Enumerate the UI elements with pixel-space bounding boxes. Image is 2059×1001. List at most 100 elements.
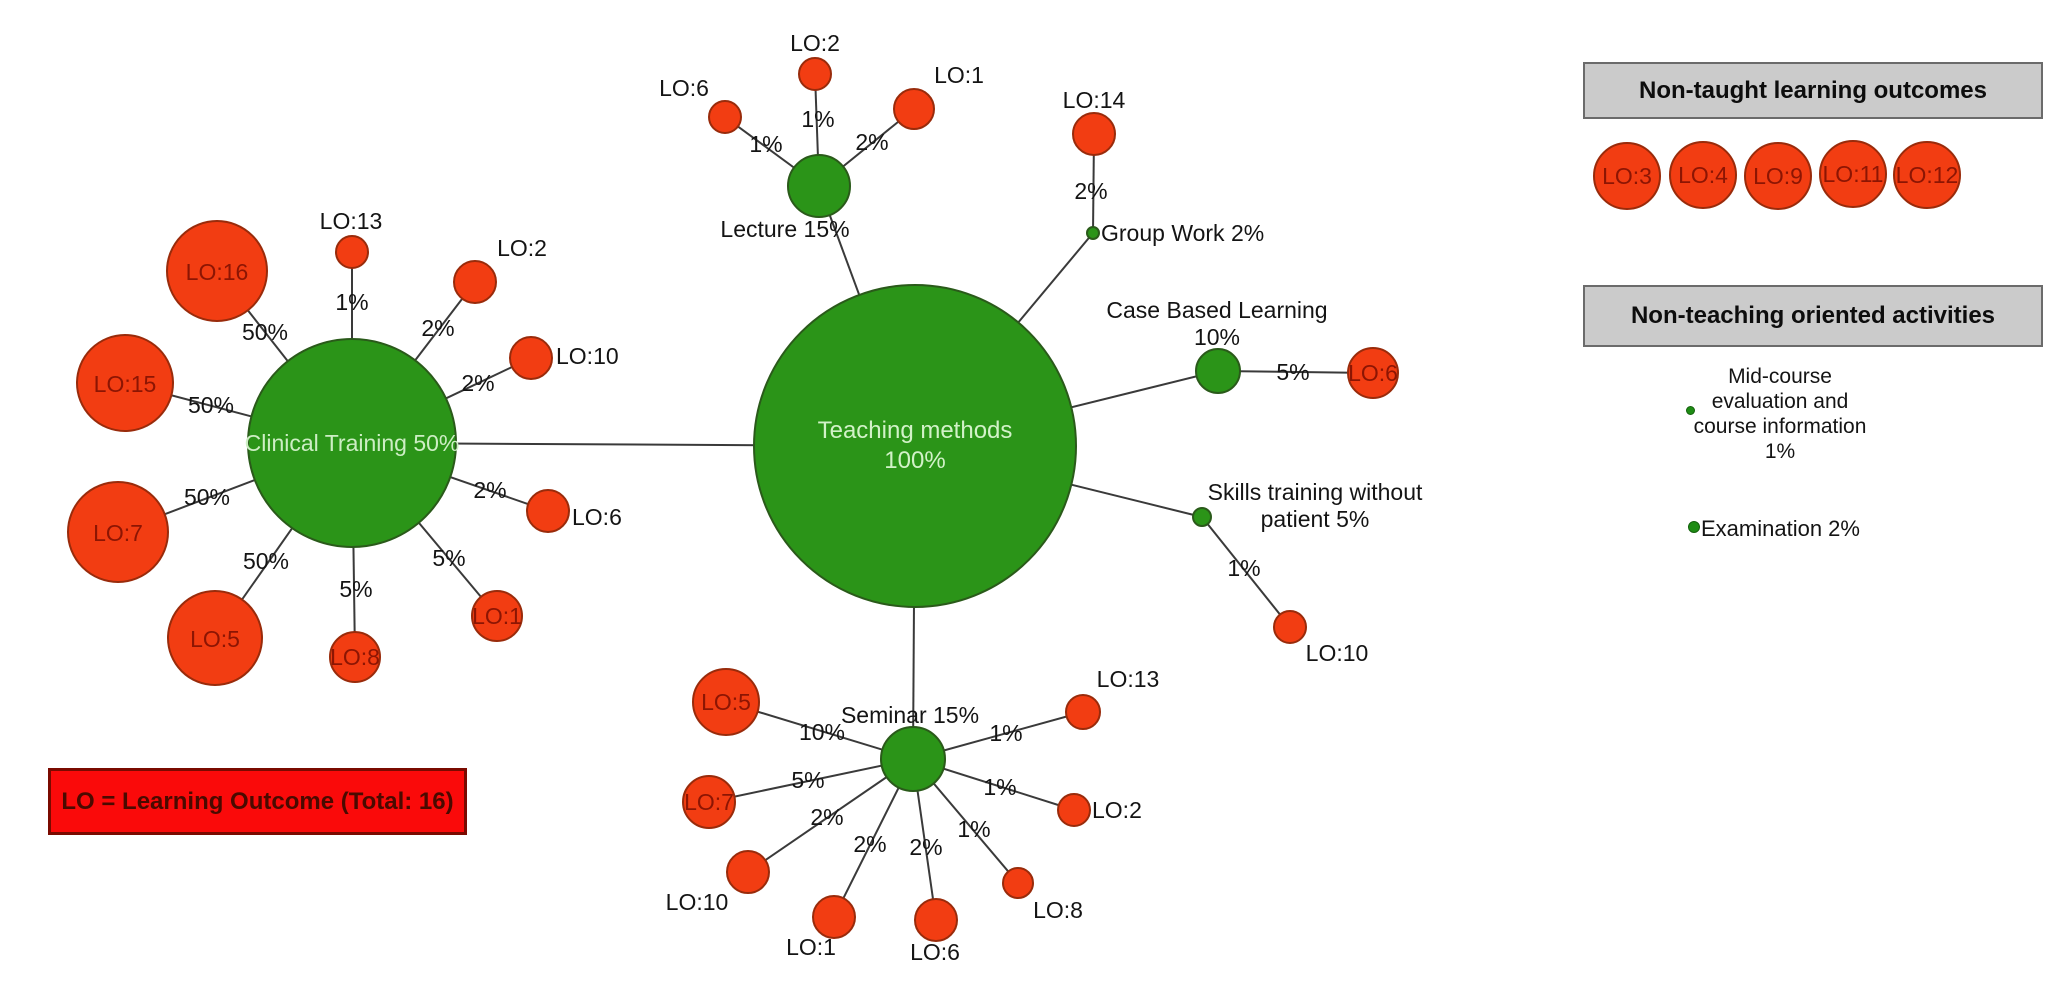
label-sem-lo7: LO:7 bbox=[684, 789, 734, 815]
edge-seminar-sem-lo10 bbox=[747, 758, 914, 873]
node-nt-lo11-outcome-circle bbox=[1819, 140, 1887, 208]
label-cl-lo1: LO:1 bbox=[472, 603, 522, 629]
examination-green-dot-icon bbox=[1688, 521, 1700, 533]
label-skills-line2: patient 5% bbox=[1261, 506, 1370, 532]
label-sk-lo10: LO:10 bbox=[1306, 640, 1369, 666]
node-sem-lo6-outcome-circle bbox=[914, 898, 958, 942]
node-skills-method-circle bbox=[1192, 507, 1212, 527]
node-cl-lo7-outcome-circle bbox=[67, 481, 169, 583]
edge-weight-label-4: 5% bbox=[1276, 359, 1309, 385]
label-casebased: Case Based Learning bbox=[1106, 297, 1327, 323]
midcourse-evaluation-label: Mid-course evaluation and course informa… bbox=[1640, 364, 1920, 464]
node-sem-lo8-outcome-circle bbox=[1002, 867, 1034, 899]
node-groupwork-method-circle bbox=[1086, 226, 1100, 240]
label-nt-lo9: LO:9 bbox=[1753, 163, 1803, 189]
edge-weight-label-14: 50% bbox=[242, 319, 288, 345]
label-seminar: Seminar 15% bbox=[841, 702, 979, 728]
node-cl-lo5-outcome-circle bbox=[167, 590, 263, 686]
label-lec-lo2: LO:2 bbox=[790, 30, 840, 56]
node-sk-lo10-outcome-circle bbox=[1273, 610, 1307, 644]
label-lecture: Lecture 15% bbox=[720, 216, 849, 242]
node-sem-lo7-outcome-circle bbox=[682, 775, 736, 829]
midcourse-line-3: course information bbox=[1693, 415, 1867, 438]
node-cl-lo6-outcome-circle bbox=[526, 489, 570, 533]
node-sem-lo1-outcome-circle bbox=[812, 895, 856, 939]
edge-weight-label-13: 1% bbox=[989, 720, 1022, 746]
edge-weight-label-16: 2% bbox=[421, 315, 454, 341]
label-cl-lo15: LO:15 bbox=[94, 371, 157, 397]
non-teaching-activities-title: Non-teaching oriented activities bbox=[1630, 302, 1996, 329]
label-cl-lo8: LO:8 bbox=[330, 644, 380, 670]
label-sem-lo5: LO:5 bbox=[701, 689, 751, 715]
node-lec-lo2-outcome-circle bbox=[798, 57, 832, 91]
label-cl-lo5: LO:5 bbox=[190, 626, 240, 652]
node-cl-lo1-outcome-circle bbox=[471, 590, 523, 642]
label-cl-lo10: LO:10 bbox=[556, 343, 619, 369]
node-sem-lo10-outcome-circle bbox=[726, 850, 770, 894]
label-skills: Skills training without bbox=[1208, 479, 1423, 505]
edge-weight-label-3: 2% bbox=[1074, 178, 1107, 204]
edge-weight-label-11: 1% bbox=[957, 816, 990, 842]
label-sem-lo2: LO:2 bbox=[1092, 797, 1142, 823]
node-casebased-method-circle bbox=[1195, 348, 1241, 394]
edge-weight-label-23: 5% bbox=[432, 545, 465, 571]
midcourse-line-4: 1% bbox=[1764, 440, 1796, 463]
node-sem-lo5-outcome-circle bbox=[692, 668, 760, 736]
label-cb-lo6: LO:6 bbox=[1348, 360, 1398, 386]
label-sem-lo13: LO:13 bbox=[1097, 666, 1160, 692]
edge-weight-label-9: 2% bbox=[853, 831, 886, 857]
label-sem-lo6: LO:6 bbox=[910, 939, 960, 965]
edge-weight-label-17: 50% bbox=[188, 392, 234, 418]
node-seminar-method-circle bbox=[880, 726, 946, 792]
edge-weight-label-20: 2% bbox=[473, 477, 506, 503]
label-lec-lo1: LO:1 bbox=[934, 62, 984, 88]
edge-weight-label-8: 2% bbox=[810, 804, 843, 830]
label-teaching-line2: 100% bbox=[884, 447, 945, 474]
edge-weight-label-21: 50% bbox=[243, 548, 289, 574]
label-groupwork: Group Work 2% bbox=[1101, 220, 1264, 246]
edge-weight-label-7: 5% bbox=[791, 767, 824, 793]
edge-weight-label-22: 5% bbox=[339, 576, 372, 602]
label-cl-lo7: LO:7 bbox=[93, 520, 143, 546]
node-nt-lo12-outcome-circle bbox=[1893, 141, 1961, 209]
edge-weight-label-15: 1% bbox=[335, 289, 368, 315]
node-clinical-method-circle bbox=[247, 338, 457, 548]
node-sem-lo2-outcome-circle bbox=[1057, 793, 1091, 827]
non-taught-outcomes-header: Non-taught learning outcomes bbox=[1583, 62, 2043, 119]
midcourse-line-2: evaluation and bbox=[1711, 390, 1849, 413]
node-lec-lo6-outcome-circle bbox=[708, 100, 742, 134]
edge-weight-label-10: 2% bbox=[909, 834, 942, 860]
node-cb-lo6-outcome-circle bbox=[1347, 347, 1399, 399]
node-nt-lo4-outcome-circle bbox=[1669, 141, 1737, 209]
label-clinical: Clinical Training 50% bbox=[245, 430, 460, 456]
label-teaching: Teaching methods bbox=[818, 417, 1013, 444]
label-cl-lo13: LO:13 bbox=[320, 208, 383, 234]
midcourse-green-dot-icon bbox=[1686, 406, 1695, 415]
edge-weight-label-19: 50% bbox=[184, 484, 230, 510]
node-cl-lo16-outcome-circle bbox=[166, 220, 268, 322]
node-nt-lo9-outcome-circle bbox=[1744, 142, 1812, 210]
node-lec-lo1-outcome-circle bbox=[893, 88, 935, 130]
label-lo14: LO:14 bbox=[1063, 87, 1126, 113]
edge-weight-label-0: 1% bbox=[749, 131, 782, 157]
label-nt-lo11: LO:11 bbox=[1823, 161, 1884, 187]
label-sem-lo10: LO:10 bbox=[666, 889, 729, 915]
examination-label: Examination 2% bbox=[1701, 516, 1860, 541]
label-sem-lo1: LO:1 bbox=[786, 934, 836, 960]
lo-legend-note-text: LO = Learning Outcome (Total: 16) bbox=[61, 787, 454, 815]
lo-legend-note-box: LO = Learning Outcome (Total: 16) bbox=[48, 768, 467, 835]
edge-weight-label-1: 1% bbox=[801, 106, 834, 132]
node-cl-lo8-outcome-circle bbox=[329, 631, 381, 683]
non-teaching-activities-header: Non-teaching oriented activities bbox=[1583, 285, 2043, 347]
node-lecture-method-circle bbox=[787, 154, 851, 218]
label-cl-lo6: LO:6 bbox=[572, 504, 622, 530]
node-cl-lo15-outcome-circle bbox=[76, 334, 174, 432]
midcourse-line-1: Mid-course bbox=[1728, 365, 1832, 388]
label-lec-lo6: LO:6 bbox=[659, 75, 709, 101]
edge-weight-label-18: 2% bbox=[461, 370, 494, 396]
edge-weight-label-6: 10% bbox=[799, 719, 845, 745]
node-cl-lo2-outcome-circle bbox=[453, 260, 497, 304]
non-taught-outcomes-title: Non-taught learning outcomes bbox=[1639, 76, 1987, 104]
node-lo14-outcome-circle bbox=[1072, 112, 1116, 156]
